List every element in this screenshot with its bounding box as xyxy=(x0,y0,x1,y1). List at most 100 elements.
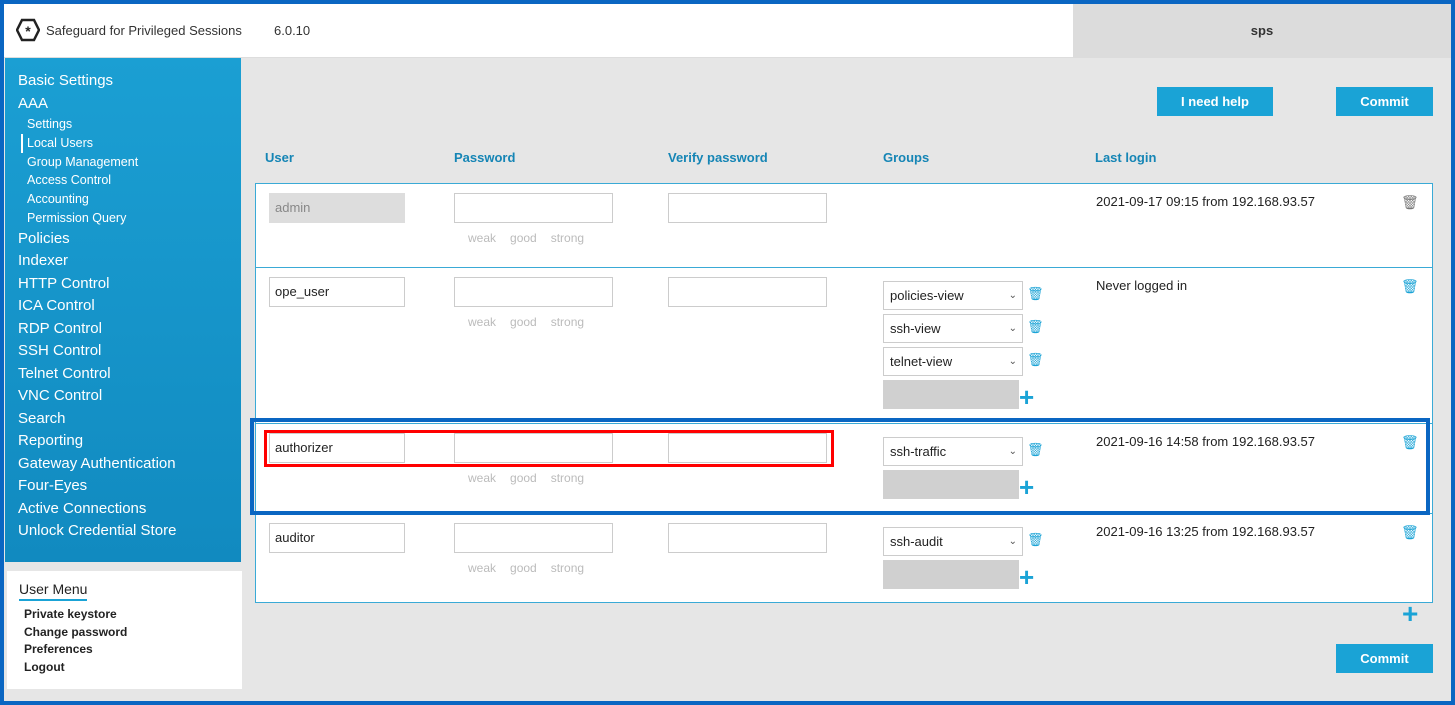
chevron-down-icon: ⌄ xyxy=(1008,446,1017,457)
sidebar-item-gateway-authentication[interactable]: Gateway Authentication xyxy=(18,454,176,472)
sidebar-item-vnc-control[interactable]: VNC Control xyxy=(18,387,103,405)
sidebar-item-basic-settings[interactable]: Basic Settings xyxy=(18,72,114,89)
username-field[interactable]: ope_user xyxy=(269,277,405,307)
username-field: admin xyxy=(269,193,405,223)
sidebar-item-active-connections[interactable]: Active Connections xyxy=(18,499,147,517)
sidebar-item-reporting[interactable]: Reporting xyxy=(18,432,84,450)
password-strength: weak good strong xyxy=(468,561,598,575)
chevron-down-icon: ⌄ xyxy=(1008,356,1017,367)
add-user-plus-icon[interactable]: + xyxy=(1402,598,1419,629)
new-group-select[interactable] xyxy=(883,560,1019,589)
group-select[interactable]: telnet-view ⌄ xyxy=(883,347,1023,376)
strength-strong: strong xyxy=(550,315,585,329)
sidebar-item-search[interactable]: Search xyxy=(18,409,66,427)
strength-strong: strong xyxy=(550,561,585,575)
group-select[interactable]: ssh-view ⌄ xyxy=(883,314,1023,343)
password-field[interactable] xyxy=(454,523,613,553)
sidebar-item-access-control[interactable]: Access Control xyxy=(27,173,112,188)
last-login: Never logged in xyxy=(1096,278,1188,293)
help-button[interactable]: I need help xyxy=(1157,87,1273,116)
group-select-value: ssh-audit xyxy=(890,534,943,549)
add-group-plus-icon[interactable]: + xyxy=(1019,382,1035,412)
remove-group-trash-icon[interactable]: 🗑 xyxy=(1027,442,1044,457)
sidebar-item-group-management[interactable]: Group Management xyxy=(27,154,139,169)
new-group-select[interactable] xyxy=(883,470,1019,499)
delete-user-trash-icon[interactable]: 🗑 xyxy=(1401,194,1419,210)
password-strength: weak good strong xyxy=(468,471,598,485)
table-row: authorizer weak good strong ssh-traffic ⌄ 🗑 +20… xyxy=(256,424,1432,514)
password-field[interactable] xyxy=(454,193,613,223)
remove-group-trash-icon[interactable]: 🗑 xyxy=(1027,352,1044,367)
sidebar-item-indexer[interactable]: Indexer xyxy=(18,252,69,270)
last-login: 2021-09-16 13:25 from 192.168.93.57 xyxy=(1096,524,1316,539)
commit-button-bottom[interactable]: Commit xyxy=(1336,644,1433,673)
highlight-fields-outline xyxy=(264,430,834,467)
sidebar-item-ssh-control[interactable]: SSH Control xyxy=(18,342,102,360)
username-field[interactable]: auditor xyxy=(269,523,405,553)
svg-text:*: * xyxy=(25,23,31,39)
sidebar-item-settings[interactable]: Settings xyxy=(27,117,73,131)
new-group-select[interactable] xyxy=(883,380,1019,409)
column-header-user: User xyxy=(265,150,294,165)
password-strength: weak good strong xyxy=(468,231,598,245)
column-header-last-login: Last login xyxy=(1095,150,1157,165)
password-field[interactable] xyxy=(454,433,613,463)
strength-strong: strong xyxy=(550,471,585,485)
sidebar-item-ica-control[interactable]: ICA Control xyxy=(18,297,95,315)
delete-user-trash-icon[interactable]: 🗑 xyxy=(1401,278,1419,294)
strength-weak: weak xyxy=(468,315,497,329)
sidebar-item-local-users[interactable]: Local Users xyxy=(21,133,241,153)
delete-user-trash-icon[interactable]: 🗑 xyxy=(1401,524,1419,540)
group-select-value: ssh-view xyxy=(890,321,941,336)
user-menu-preferences[interactable]: Preferences xyxy=(24,642,93,657)
table-row: admin weak good strong 2021-09-17 09:15 from… xyxy=(256,184,1432,268)
sidebar: Basic Settings AAA Settings Local Users … xyxy=(5,58,241,562)
last-login: 2021-09-17 09:15 from 192.168.93.57 xyxy=(1096,194,1316,209)
username-field[interactable]: authorizer xyxy=(269,433,405,463)
user-menu-change-password[interactable]: Change password xyxy=(24,624,128,639)
group-select[interactable]: policies-view ⌄ xyxy=(883,281,1023,310)
user-menu-title: User Menu xyxy=(19,581,88,601)
verify-password-field[interactable] xyxy=(668,523,827,553)
strength-good: good xyxy=(510,315,537,329)
add-group-plus-icon[interactable]: + xyxy=(1019,472,1035,502)
sidebar-item-permission-query[interactable]: Permission Query xyxy=(27,210,127,225)
strength-strong: strong xyxy=(550,231,585,245)
strength-weak: weak xyxy=(468,231,497,245)
delete-user-trash-icon[interactable]: 🗑 xyxy=(1401,434,1419,450)
sidebar-item-policies[interactable]: Policies xyxy=(18,229,70,247)
last-login: 2021-09-16 14:58 from 192.168.93.57 xyxy=(1096,434,1316,449)
sidebar-item-rdp-control[interactable]: RDP Control xyxy=(18,319,102,337)
strength-good: good xyxy=(510,231,537,245)
sidebar-item-telnet-control[interactable]: Telnet Control xyxy=(18,364,111,382)
header: * Safeguard for Privileged Sessions 6.0.… xyxy=(4,4,1451,58)
app-title: Safeguard for Privileged Sessions xyxy=(46,23,242,38)
remove-group-trash-icon[interactable]: 🗑 xyxy=(1027,319,1044,334)
group-select-value: ssh-traffic xyxy=(890,444,947,459)
add-group-plus-icon[interactable]: + xyxy=(1019,562,1035,592)
sidebar-item-accounting[interactable]: Accounting xyxy=(27,192,89,207)
sidebar-item-http-control[interactable]: HTTP Control xyxy=(18,274,110,292)
strength-weak: weak xyxy=(468,471,497,485)
user-menu-private-keystore[interactable]: Private keystore xyxy=(24,607,117,621)
password-field[interactable] xyxy=(454,277,613,307)
sidebar-item-unlock-credential-store[interactable]: Unlock Credential Store xyxy=(18,522,177,540)
logo-icon: * xyxy=(16,18,40,42)
verify-password-field[interactable] xyxy=(668,433,827,463)
verify-password-field[interactable] xyxy=(668,193,827,223)
sidebar-item-four-eyes[interactable]: Four-Eyes xyxy=(18,477,88,495)
sidebar-item-aaa[interactable]: AAA xyxy=(18,94,49,112)
user-menu-logout[interactable]: Logout xyxy=(24,659,65,674)
chevron-down-icon: ⌄ xyxy=(1008,323,1017,334)
column-header-groups: Groups xyxy=(883,150,930,165)
group-select[interactable]: ssh-traffic ⌄ xyxy=(883,437,1023,466)
remove-group-trash-icon[interactable]: 🗑 xyxy=(1027,532,1044,547)
remove-group-trash-icon[interactable]: 🗑 xyxy=(1027,286,1044,301)
verify-password-field[interactable] xyxy=(668,277,827,307)
highlight-row-outline xyxy=(250,418,1430,515)
commit-button-top[interactable]: Commit xyxy=(1336,87,1433,116)
group-select[interactable]: ssh-audit ⌄ xyxy=(883,527,1023,556)
users-table: admin weak good strong 2021-09-17 09:15 from… xyxy=(255,183,1433,603)
user-menu: User Menu Private keystore Change passwo… xyxy=(7,571,242,689)
